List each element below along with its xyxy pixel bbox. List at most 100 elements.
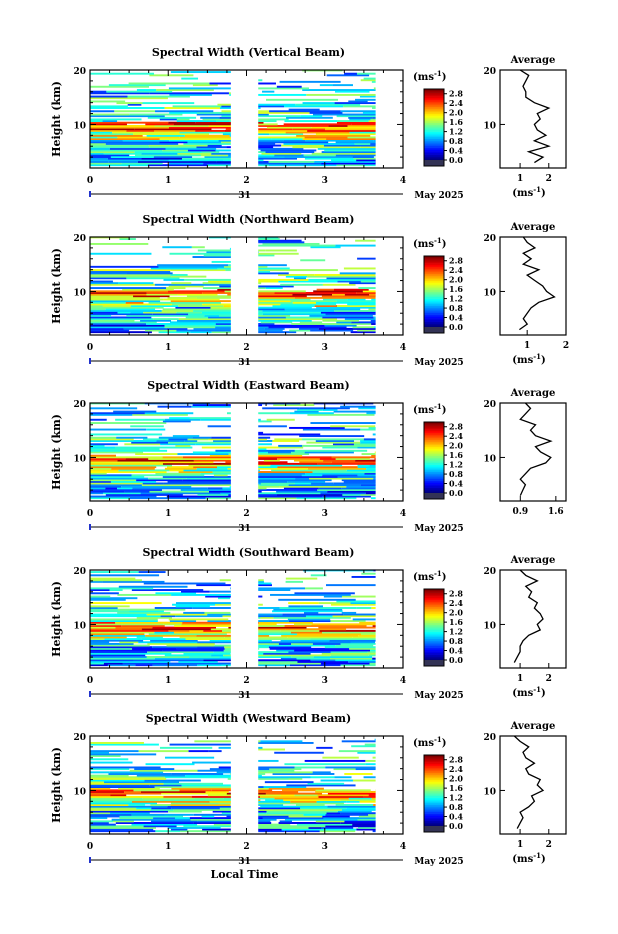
colorbar-swatch [424, 290, 444, 292]
heatmap-cell [212, 261, 231, 263]
colorbar-unit-close: ) [442, 405, 447, 416]
heatmap-cell [258, 253, 298, 255]
heatmap-cell [90, 605, 130, 607]
heatmap-cell [170, 274, 187, 276]
colorbar-swatch [424, 452, 444, 454]
average-frame [500, 736, 566, 834]
colorbar-swatch [424, 114, 444, 116]
x-tick-label: 4 [400, 509, 406, 519]
colorbar-swatch [424, 132, 444, 134]
heatmap-cell [303, 102, 335, 104]
colorbar-tick-label: 1.6 [449, 284, 463, 294]
heatmap-cell [374, 326, 375, 328]
heatmap-cell [258, 620, 289, 622]
heatmap-cell [258, 264, 287, 266]
date-label: May 2025 [414, 691, 463, 701]
colorbar-swatch [424, 656, 444, 658]
heatmap-cell [90, 100, 125, 102]
y-axis-label: Height (km) [50, 81, 63, 157]
colorbar-swatch [424, 773, 444, 775]
heatmap-cell [90, 758, 128, 760]
heatmap-cell [267, 419, 295, 421]
colorbar-tick-label: 2.4 [449, 98, 463, 108]
heatmap-cell [90, 766, 161, 768]
colorbar-swatch [424, 306, 444, 308]
heatmap-cell [362, 453, 376, 455]
heatmap-cell [325, 766, 375, 768]
heatmap-cell [173, 105, 222, 107]
y-tick-label: 10 [73, 621, 86, 631]
average-x-label: (ms-1) [512, 185, 545, 199]
heatmap-cell [305, 587, 323, 589]
heatmap-cell [165, 814, 194, 816]
heatmap-cells [90, 739, 376, 832]
heatmap-cell [262, 407, 300, 409]
colorbar-swatch [424, 286, 444, 288]
colorbar-swatch [424, 653, 444, 655]
heatmap-cell [209, 750, 222, 752]
colorbar-swatch [424, 133, 444, 135]
heatmap-cell [289, 109, 320, 111]
average-x-tick-label: 1 [524, 341, 530, 351]
heatmap-cell [321, 780, 353, 782]
colorbar-tick-label: 0.0 [449, 322, 463, 332]
heatmap-cell [183, 612, 204, 614]
colorbar-swatch [424, 619, 444, 621]
colorbar-swatch [424, 313, 444, 315]
heatmap-cell [168, 290, 225, 292]
colorbar-swatch [424, 593, 444, 595]
colorbar-swatch [424, 98, 444, 100]
colorbar-swatch [424, 648, 444, 650]
colorbar-swatch [424, 785, 444, 787]
y-axis-label: Height (km) [50, 747, 63, 823]
heatmap-cell [192, 762, 231, 764]
heatmap-cell [284, 763, 365, 765]
heatmap-cell [90, 592, 119, 594]
average-x-tick-label: 2 [563, 341, 569, 351]
heatmap-cell [137, 89, 156, 91]
colorbar-swatch [424, 261, 444, 263]
heatmap-cell [258, 596, 262, 598]
day-label: 31 [238, 857, 251, 867]
average-y-tick-label: 20 [483, 67, 496, 77]
colorbar-swatch [424, 812, 444, 814]
colorbar-swatch [424, 105, 444, 107]
colorbar-swatch [424, 642, 444, 644]
colorbar-swatch [424, 458, 444, 460]
heatmap-cell [258, 432, 263, 434]
colorbar-tick-label: 2.0 [449, 608, 463, 618]
colorbar-swatch [424, 146, 444, 148]
colorbar-swatch [424, 153, 444, 155]
average-x-tick-label: 1 [517, 174, 523, 184]
average-line [520, 70, 549, 163]
panel-title: Spectral Width (Westward Beam) [146, 712, 351, 725]
heatmap-cell [219, 747, 231, 749]
x-tick-label: 2 [243, 343, 249, 353]
colorbar-swatch [424, 96, 444, 98]
x-tick-label: 0 [87, 509, 93, 519]
colorbar-swatch [424, 276, 444, 278]
heatmap-cell [365, 744, 376, 746]
heatmap-cell [258, 766, 294, 768]
colorbar-swatch [424, 277, 444, 279]
heatmap-cells [90, 402, 376, 499]
heatmap-cell [198, 250, 231, 252]
heatmap-cell [90, 287, 166, 289]
colorbar-swatch [424, 824, 444, 826]
heatmap-cell [300, 605, 323, 607]
heatmap-cell [353, 780, 376, 782]
heatmap-cell [310, 422, 375, 424]
colorbar-swatch [424, 817, 444, 819]
colorbar-swatch [424, 463, 444, 465]
y-tick-label: 10 [73, 121, 86, 131]
colorbar-swatch [424, 782, 444, 784]
x-tick-label: 4 [400, 343, 406, 353]
colorbar-swatch [424, 623, 444, 625]
colorbar-swatch [424, 644, 444, 646]
colorbar-swatch [424, 149, 444, 151]
heatmap-cell [280, 81, 341, 83]
